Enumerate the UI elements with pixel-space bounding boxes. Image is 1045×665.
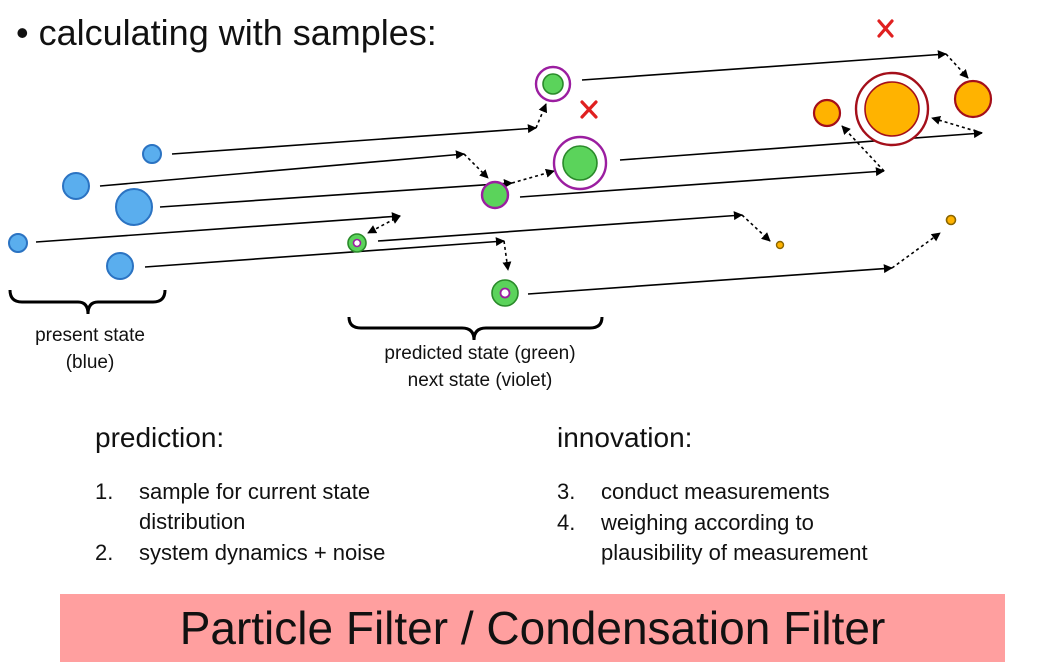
present-sample	[106, 252, 134, 280]
noise-arrow	[535, 103, 548, 129]
present-sample	[115, 188, 153, 226]
prediction-arrow	[159, 179, 513, 208]
noise-arrow	[841, 125, 885, 172]
prediction-arrow	[171, 124, 537, 155]
present-sample	[142, 144, 162, 164]
present-state-samples	[8, 144, 162, 280]
weighted-sample	[812, 98, 842, 128]
prediction-arrows	[35, 124, 537, 268]
prediction-arrow	[144, 237, 505, 268]
innovation-steps: 3. conduct measurements 4. weighing acco…	[557, 477, 997, 569]
predicted-sample	[534, 65, 572, 103]
noise-arrows	[367, 53, 983, 271]
predicted-sample	[347, 233, 367, 253]
predicted-state-brace	[347, 316, 604, 341]
prediction-steps: 1. sample for current state distribution…	[95, 477, 515, 569]
present-sample	[8, 233, 28, 253]
noise-arrow	[502, 240, 512, 271]
innovation-step: 4. weighing according to plausibility of…	[557, 510, 868, 565]
banner: Particle Filter / Condensation Filter	[60, 594, 1005, 662]
reject-icon	[877, 19, 894, 38]
noise-arrow	[463, 153, 489, 179]
prediction-arrow	[35, 212, 401, 243]
measurement-arrow	[581, 50, 947, 81]
predicted-sample	[552, 135, 608, 191]
predicted-sample	[491, 279, 519, 307]
predicted-state-caption: predicted state (green) next state (viol…	[384, 343, 576, 391]
noise-arrow	[931, 116, 983, 134]
innovation-heading: innovation:	[557, 422, 693, 453]
measurement-arrow	[519, 167, 885, 198]
measurement-arrow	[527, 264, 893, 295]
weighted-samples	[775, 71, 993, 250]
weighted-sample	[953, 79, 993, 119]
noise-arrow	[741, 214, 771, 242]
measurement-arrow	[377, 211, 743, 242]
present-sample	[62, 172, 90, 200]
prediction-step: 1. sample for current state distribution	[95, 479, 371, 534]
predicted-sample	[480, 180, 510, 210]
innovation-step: 3. conduct measurements	[557, 479, 830, 504]
present-state-caption: present state (blue)	[35, 325, 145, 373]
weighted-sample	[945, 214, 957, 226]
weighted-sample	[775, 240, 785, 250]
noise-arrow	[891, 232, 941, 269]
measurement-arrows	[377, 50, 983, 295]
measurement-arrow	[619, 129, 983, 161]
prediction-arrow	[99, 150, 465, 187]
noise-arrow	[367, 215, 401, 234]
weighted-sample	[854, 71, 930, 147]
present-state-brace	[8, 289, 167, 315]
banner-title: Particle Filter / Condensation Filter	[179, 602, 886, 654]
noise-arrow	[511, 168, 555, 184]
reject-icon	[580, 100, 598, 119]
prediction-heading: prediction:	[95, 422, 225, 453]
noise-arrow	[945, 53, 969, 79]
slide-title: • calculating with samples:	[16, 12, 437, 53]
predicted-state-samples	[347, 65, 608, 307]
prediction-step: 2. system dynamics + noise	[95, 540, 386, 565]
